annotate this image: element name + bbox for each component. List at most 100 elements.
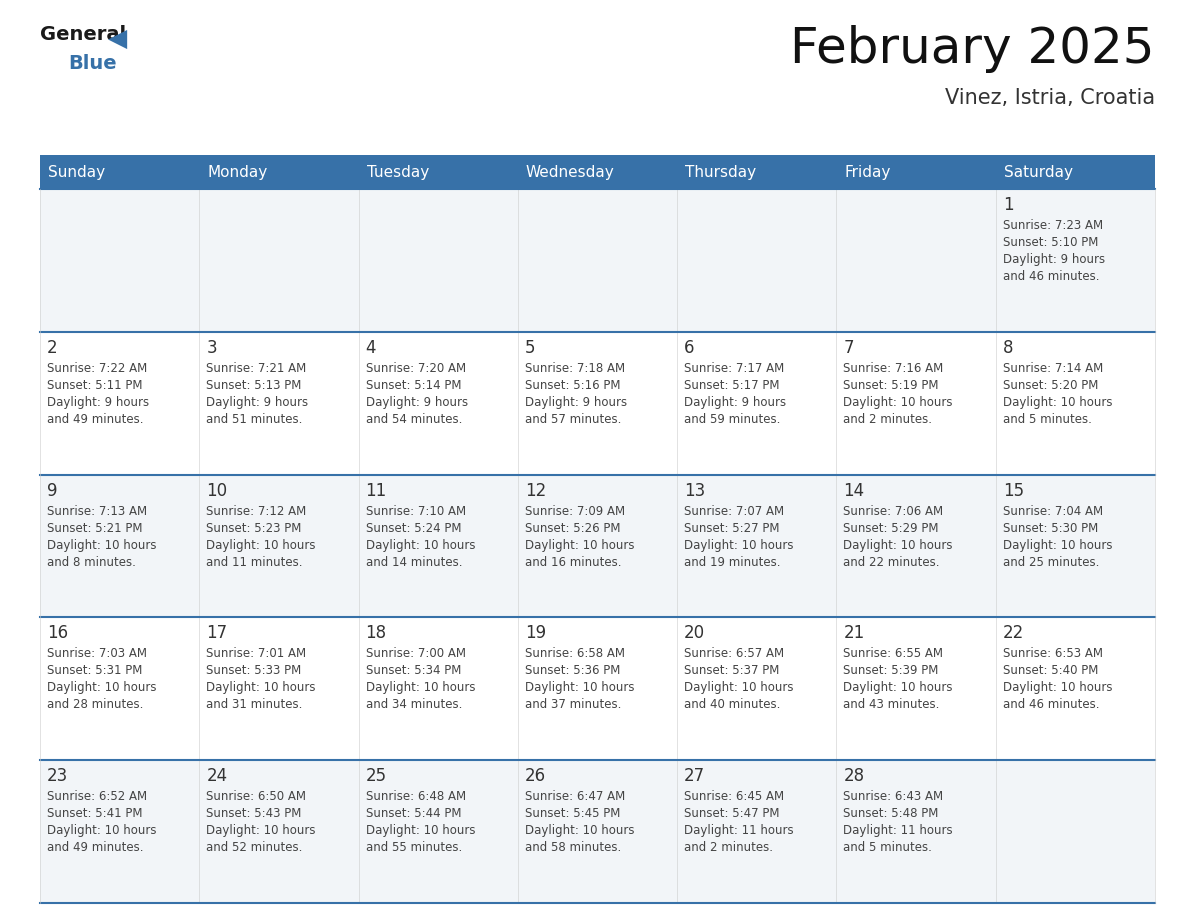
Text: and 8 minutes.: and 8 minutes. [48, 555, 135, 568]
Text: Sunset: 5:21 PM: Sunset: 5:21 PM [48, 521, 143, 534]
Text: Sunrise: 6:52 AM: Sunrise: 6:52 AM [48, 790, 147, 803]
Bar [40, 475, 1155, 618]
Text: Daylight: 9 hours: Daylight: 9 hours [207, 396, 309, 409]
Text: Sunset: 5:44 PM: Sunset: 5:44 PM [366, 807, 461, 820]
Text: Sunrise: 7:21 AM: Sunrise: 7:21 AM [207, 362, 307, 375]
Text: 26: 26 [525, 767, 546, 785]
Text: Sunset: 5:14 PM: Sunset: 5:14 PM [366, 379, 461, 392]
Text: Sunset: 5:45 PM: Sunset: 5:45 PM [525, 807, 620, 820]
Text: and 55 minutes.: and 55 minutes. [366, 841, 462, 855]
Text: Sunset: 5:26 PM: Sunset: 5:26 PM [525, 521, 620, 534]
Text: 14: 14 [843, 482, 865, 499]
Text: and 2 minutes.: and 2 minutes. [684, 841, 773, 855]
Text: Sunrise: 7:12 AM: Sunrise: 7:12 AM [207, 505, 307, 518]
Text: Daylight: 10 hours: Daylight: 10 hours [1003, 539, 1112, 552]
Text: and 52 minutes.: and 52 minutes. [207, 841, 303, 855]
Text: 24: 24 [207, 767, 227, 785]
Text: Sunrise: 6:58 AM: Sunrise: 6:58 AM [525, 647, 625, 660]
Text: Sunset: 5:36 PM: Sunset: 5:36 PM [525, 665, 620, 677]
Text: Daylight: 11 hours: Daylight: 11 hours [843, 824, 953, 837]
Text: Sunset: 5:29 PM: Sunset: 5:29 PM [843, 521, 939, 534]
Text: and 19 minutes.: and 19 minutes. [684, 555, 781, 568]
Text: Sunset: 5:34 PM: Sunset: 5:34 PM [366, 665, 461, 677]
Text: and 11 minutes.: and 11 minutes. [207, 555, 303, 568]
Text: 1: 1 [1003, 196, 1013, 214]
Text: 23: 23 [48, 767, 68, 785]
Text: February 2025: February 2025 [790, 25, 1155, 73]
Text: Thursday: Thursday [685, 164, 757, 180]
Text: Daylight: 10 hours: Daylight: 10 hours [843, 396, 953, 409]
Text: Sunrise: 6:53 AM: Sunrise: 6:53 AM [1003, 647, 1102, 660]
Text: Sunrise: 7:04 AM: Sunrise: 7:04 AM [1003, 505, 1102, 518]
Text: Daylight: 10 hours: Daylight: 10 hours [684, 539, 794, 552]
Text: 16: 16 [48, 624, 68, 643]
Text: Sunrise: 7:23 AM: Sunrise: 7:23 AM [1003, 219, 1102, 232]
Text: Sunset: 5:13 PM: Sunset: 5:13 PM [207, 379, 302, 392]
Text: Sunset: 5:20 PM: Sunset: 5:20 PM [1003, 379, 1098, 392]
Bar [40, 760, 1155, 903]
Text: Sunday: Sunday [48, 164, 105, 180]
Text: Monday: Monday [207, 164, 267, 180]
Text: Sunset: 5:41 PM: Sunset: 5:41 PM [48, 807, 143, 820]
Text: Sunrise: 7:17 AM: Sunrise: 7:17 AM [684, 362, 784, 375]
Text: and 49 minutes.: and 49 minutes. [48, 413, 144, 426]
Text: 5: 5 [525, 339, 536, 357]
Text: Sunrise: 6:57 AM: Sunrise: 6:57 AM [684, 647, 784, 660]
Text: Sunset: 5:10 PM: Sunset: 5:10 PM [1003, 236, 1098, 249]
Text: Daylight: 10 hours: Daylight: 10 hours [684, 681, 794, 694]
Text: Sunset: 5:47 PM: Sunset: 5:47 PM [684, 807, 779, 820]
Text: Sunset: 5:27 PM: Sunset: 5:27 PM [684, 521, 779, 534]
Text: Daylight: 9 hours: Daylight: 9 hours [525, 396, 627, 409]
Text: Sunset: 5:24 PM: Sunset: 5:24 PM [366, 521, 461, 534]
Text: Daylight: 10 hours: Daylight: 10 hours [207, 681, 316, 694]
Text: 12: 12 [525, 482, 546, 499]
Text: Daylight: 10 hours: Daylight: 10 hours [366, 539, 475, 552]
Text: Sunset: 5:37 PM: Sunset: 5:37 PM [684, 665, 779, 677]
Text: Sunrise: 6:47 AM: Sunrise: 6:47 AM [525, 790, 625, 803]
Text: Sunset: 5:31 PM: Sunset: 5:31 PM [48, 665, 143, 677]
Text: Sunrise: 7:03 AM: Sunrise: 7:03 AM [48, 647, 147, 660]
Text: Daylight: 10 hours: Daylight: 10 hours [525, 824, 634, 837]
Text: Saturday: Saturday [1004, 164, 1073, 180]
Text: and 51 minutes.: and 51 minutes. [207, 413, 303, 426]
Text: Sunrise: 7:16 AM: Sunrise: 7:16 AM [843, 362, 943, 375]
Text: and 31 minutes.: and 31 minutes. [207, 699, 303, 711]
Text: 10: 10 [207, 482, 227, 499]
Text: and 49 minutes.: and 49 minutes. [48, 841, 144, 855]
Text: 21: 21 [843, 624, 865, 643]
Text: and 22 minutes.: and 22 minutes. [843, 555, 940, 568]
Text: and 5 minutes.: and 5 minutes. [843, 841, 933, 855]
Text: and 16 minutes.: and 16 minutes. [525, 555, 621, 568]
Text: Sunrise: 7:00 AM: Sunrise: 7:00 AM [366, 647, 466, 660]
Text: Friday: Friday [845, 164, 891, 180]
Text: 19: 19 [525, 624, 546, 643]
Text: Daylight: 10 hours: Daylight: 10 hours [207, 824, 316, 837]
Text: Sunrise: 6:48 AM: Sunrise: 6:48 AM [366, 790, 466, 803]
Text: Sunset: 5:33 PM: Sunset: 5:33 PM [207, 665, 302, 677]
Text: 22: 22 [1003, 624, 1024, 643]
Text: Sunrise: 7:01 AM: Sunrise: 7:01 AM [207, 647, 307, 660]
Text: Sunset: 5:19 PM: Sunset: 5:19 PM [843, 379, 939, 392]
Text: Sunset: 5:48 PM: Sunset: 5:48 PM [843, 807, 939, 820]
Text: General: General [40, 25, 126, 44]
Text: and 25 minutes.: and 25 minutes. [1003, 555, 1099, 568]
Text: and 5 minutes.: and 5 minutes. [1003, 413, 1092, 426]
Text: 13: 13 [684, 482, 706, 499]
Text: Daylight: 10 hours: Daylight: 10 hours [48, 539, 157, 552]
Text: Daylight: 10 hours: Daylight: 10 hours [48, 681, 157, 694]
Text: Sunrise: 6:50 AM: Sunrise: 6:50 AM [207, 790, 307, 803]
Text: Daylight: 10 hours: Daylight: 10 hours [843, 539, 953, 552]
Text: and 37 minutes.: and 37 minutes. [525, 699, 621, 711]
Text: Sunrise: 7:10 AM: Sunrise: 7:10 AM [366, 505, 466, 518]
Text: and 2 minutes.: and 2 minutes. [843, 413, 933, 426]
Text: 6: 6 [684, 339, 695, 357]
Text: 20: 20 [684, 624, 706, 643]
Text: Daylight: 9 hours: Daylight: 9 hours [366, 396, 468, 409]
Text: Daylight: 11 hours: Daylight: 11 hours [684, 824, 794, 837]
Text: Sunrise: 7:14 AM: Sunrise: 7:14 AM [1003, 362, 1102, 375]
Text: Sunrise: 7:09 AM: Sunrise: 7:09 AM [525, 505, 625, 518]
Bar [40, 189, 1155, 331]
Text: Daylight: 10 hours: Daylight: 10 hours [525, 539, 634, 552]
Text: 27: 27 [684, 767, 706, 785]
Text: and 59 minutes.: and 59 minutes. [684, 413, 781, 426]
